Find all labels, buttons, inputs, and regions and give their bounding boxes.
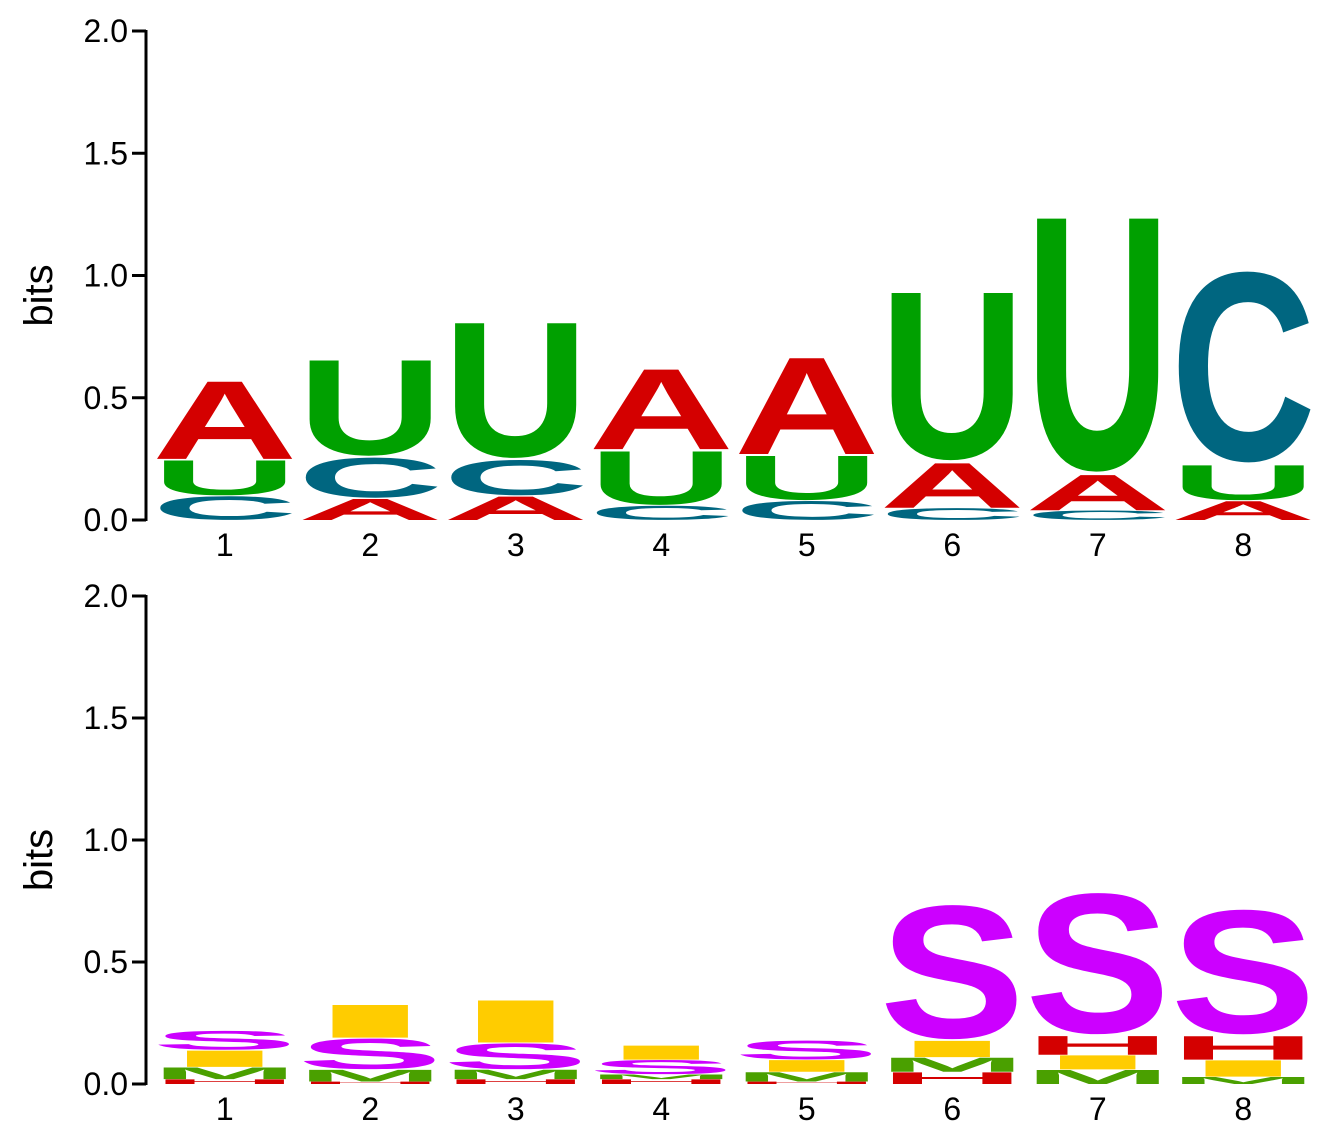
logo-letter-s: S xyxy=(734,1035,879,1065)
x-tick-label: 2 xyxy=(361,1091,379,1127)
logo-letter-m: M xyxy=(1025,1066,1170,1089)
logo-letter-m: M xyxy=(443,1067,588,1082)
logo-letter-h: H xyxy=(443,1078,588,1086)
x-tick-label: 8 xyxy=(1234,1091,1252,1127)
logo-letter-c: C xyxy=(298,446,443,509)
x-tick-label: 6 xyxy=(943,1091,961,1127)
logo-letter-a: A xyxy=(298,492,444,526)
logo-letter-a: A xyxy=(1171,496,1316,526)
logo-letter-h: H xyxy=(298,1081,443,1085)
logo-letter-s: S xyxy=(880,867,1025,1078)
x-tick-label: 5 xyxy=(798,527,816,563)
logo-letter-u: U xyxy=(443,281,589,497)
logo-letter-i: I xyxy=(298,995,443,1048)
y-axis-title: bits xyxy=(17,829,61,891)
logo-letter-s: S xyxy=(152,1025,297,1055)
x-tick-label: 7 xyxy=(1089,527,1107,563)
logo-letter-u: U xyxy=(589,435,734,520)
logo-letter-m: M xyxy=(589,1073,734,1081)
y-tick-label: 1.0 xyxy=(84,822,128,858)
x-tick-label: 3 xyxy=(507,527,525,563)
logo-letter-i: I xyxy=(152,1045,297,1072)
logo-letter-h: H xyxy=(589,1078,734,1086)
logo-letter-m: M xyxy=(734,1069,879,1084)
logo-letter-c: C xyxy=(152,489,297,526)
logo-letter-i: I xyxy=(734,1057,879,1076)
y-tick-label: 0.0 xyxy=(84,502,128,538)
logo-letter-h: H xyxy=(1025,1030,1171,1060)
x-tick-label: 4 xyxy=(652,527,670,563)
logo-letter-i: I xyxy=(589,1041,734,1064)
y-tick-label: 0.5 xyxy=(84,380,128,416)
logo-letter-u: U xyxy=(1025,141,1171,546)
logo-letter-s: S xyxy=(443,1036,588,1077)
logo-letter-s: S xyxy=(298,1030,443,1078)
x-tick-label: 1 xyxy=(216,527,234,563)
logo-letter-i: I xyxy=(1171,1055,1316,1082)
logo-letter-h: H xyxy=(1171,1029,1316,1067)
logo-letter-a: A xyxy=(880,450,1026,522)
logo-letter-u: U xyxy=(152,450,297,506)
x-tick-label: 2 xyxy=(361,527,379,563)
logo-letter-s: S xyxy=(1025,853,1170,1075)
y-tick-label: 0.0 xyxy=(84,1066,128,1102)
x-tick-label: 3 xyxy=(507,1091,525,1127)
y-tick-label: 0.5 xyxy=(84,944,128,980)
logo-letter-s: S xyxy=(1171,874,1316,1070)
logo-letter-a: A xyxy=(152,357,297,483)
logo-letter-u: U xyxy=(1171,455,1316,511)
logo-letter-m: M xyxy=(880,1053,1025,1076)
x-tick-label: 5 xyxy=(798,1091,816,1127)
logo-letter-i: I xyxy=(443,987,588,1055)
logo-letter-u: U xyxy=(880,241,1026,508)
y-tick-label: 1.0 xyxy=(84,258,128,294)
y-tick-label: 2.0 xyxy=(84,13,128,49)
logo-letter-c: C xyxy=(443,450,588,506)
logo-letter-m: M xyxy=(152,1064,297,1083)
logo-letter-m: M xyxy=(298,1066,443,1085)
logo-letter-m: M xyxy=(1171,1075,1316,1086)
x-tick-label: 8 xyxy=(1234,527,1252,563)
logo-letter-a: A xyxy=(443,489,589,527)
logo-letter-h: H xyxy=(734,1081,879,1085)
x-tick-label: 6 xyxy=(943,527,961,563)
x-tick-label: 1 xyxy=(216,1091,234,1127)
logo-letter-c: C xyxy=(880,505,1026,524)
logo-letter-u: U xyxy=(298,332,443,484)
logo-letter-h: H xyxy=(880,1069,1026,1088)
logo-letter-u: U xyxy=(734,442,880,513)
logo-letter-a: A xyxy=(734,328,880,484)
x-tick-label: 4 xyxy=(652,1091,670,1127)
logo-letter-h: H xyxy=(152,1078,297,1086)
logo-letter-c: C xyxy=(1171,217,1317,517)
y-axis-title: bits xyxy=(17,264,61,326)
x-tick-label: 7 xyxy=(1089,1091,1107,1127)
y-tick-label: 1.5 xyxy=(84,700,128,736)
logo-letter-a: A xyxy=(1025,464,1171,521)
logo-letter-s: S xyxy=(589,1056,735,1078)
y-tick-label: 1.5 xyxy=(84,135,128,171)
logo-letter-i: I xyxy=(880,1036,1025,1063)
y-tick-label: 2.0 xyxy=(84,578,128,614)
logo-letter-c: C xyxy=(589,502,734,524)
logo-letter-a: A xyxy=(589,344,734,473)
logo-letter-c: C xyxy=(1025,508,1171,523)
logo-letter-c: C xyxy=(734,496,880,526)
logo-letter-i: I xyxy=(1025,1051,1170,1074)
